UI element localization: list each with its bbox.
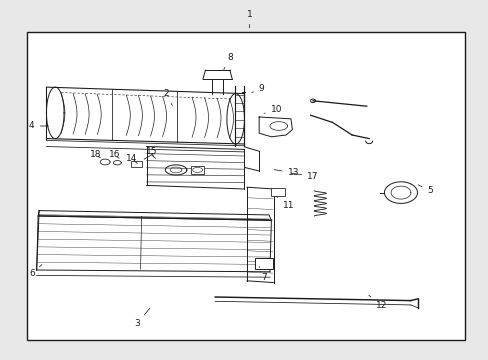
Text: 5: 5 xyxy=(417,185,432,195)
Text: 2: 2 xyxy=(163,89,172,105)
Text: 13: 13 xyxy=(274,168,299,177)
Text: 12: 12 xyxy=(368,295,386,310)
Text: 15: 15 xyxy=(145,147,157,156)
Text: 9: 9 xyxy=(251,84,264,93)
Text: 6: 6 xyxy=(29,265,42,278)
Text: 10: 10 xyxy=(264,105,282,114)
Text: 16: 16 xyxy=(109,150,121,159)
Text: 17: 17 xyxy=(291,172,318,181)
Bar xyxy=(255,258,272,269)
Text: 18: 18 xyxy=(89,150,101,159)
Text: 3: 3 xyxy=(134,308,149,328)
Bar xyxy=(27,32,464,340)
Bar xyxy=(190,166,204,174)
Text: 11: 11 xyxy=(276,196,294,210)
Text: 7: 7 xyxy=(259,266,266,282)
Bar xyxy=(131,161,142,167)
Text: 14: 14 xyxy=(126,154,138,164)
Text: 4: 4 xyxy=(29,122,48,130)
Text: 8: 8 xyxy=(224,53,232,69)
Text: 1: 1 xyxy=(246,10,252,28)
Bar xyxy=(271,188,285,196)
